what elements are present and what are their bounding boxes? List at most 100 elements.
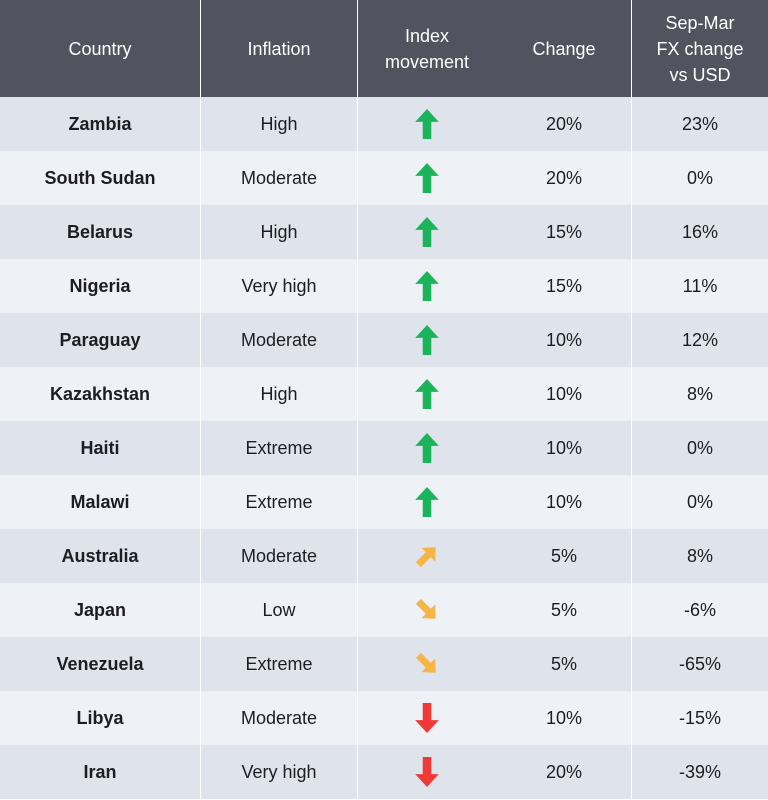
table-row: Haiti Extreme 10% 0% bbox=[0, 421, 768, 475]
cell-inflation: Moderate bbox=[240, 167, 318, 188]
column-divider bbox=[200, 0, 201, 800]
cell-fx-change: 0% bbox=[686, 167, 713, 188]
cell-index-movement bbox=[358, 637, 496, 691]
cell-index-movement bbox=[358, 475, 496, 529]
arrow-down-icon bbox=[415, 703, 439, 733]
cell-index-movement bbox=[358, 151, 496, 205]
arrow-up-icon bbox=[415, 433, 439, 463]
cell-change: 15% bbox=[545, 275, 583, 296]
cell-index-movement bbox=[358, 97, 496, 151]
cell-country: South Sudan bbox=[44, 167, 156, 188]
cell-fx-change: -39% bbox=[678, 761, 722, 782]
cell-fx-change: 12% bbox=[681, 329, 719, 350]
cell-fx-change: 23% bbox=[681, 113, 719, 134]
arrow-down-right-icon bbox=[415, 598, 436, 619]
table-row: Libya Moderate 10% -15% bbox=[0, 691, 768, 745]
cell-country: Japan bbox=[73, 599, 127, 620]
cell-change: 10% bbox=[545, 707, 583, 728]
cell-change: 10% bbox=[545, 437, 583, 458]
cell-change: 10% bbox=[545, 383, 583, 404]
cell-fx-change: 8% bbox=[686, 545, 713, 566]
cell-country: Kazakhstan bbox=[49, 383, 151, 404]
cell-index-movement bbox=[358, 421, 496, 475]
cell-change: 10% bbox=[545, 491, 583, 512]
cell-fx-change: 0% bbox=[686, 437, 713, 458]
cell-index-movement bbox=[358, 367, 496, 421]
table-row: Paraguay Moderate 10% 12% bbox=[0, 313, 768, 367]
arrow-up-icon bbox=[415, 325, 439, 355]
table-row: Australia Moderate 5% 8% bbox=[0, 529, 768, 583]
table-row: Nigeria Very high 15% 11% bbox=[0, 259, 768, 313]
cell-fx-change: 0% bbox=[686, 491, 713, 512]
header-index-movement: Index movement bbox=[384, 25, 470, 72]
cell-inflation: Extreme bbox=[245, 491, 313, 512]
table-row: Malawi Extreme 10% 0% bbox=[0, 475, 768, 529]
cell-change: 5% bbox=[550, 545, 577, 566]
cell-change: 20% bbox=[545, 167, 583, 188]
arrow-up-icon bbox=[415, 109, 439, 139]
arrow-down-icon bbox=[415, 757, 439, 787]
cell-index-movement bbox=[358, 529, 496, 583]
cell-inflation: High bbox=[260, 113, 298, 134]
table-row: South Sudan Moderate 20% 0% bbox=[0, 151, 768, 205]
cell-country: Belarus bbox=[66, 221, 134, 242]
cell-inflation: Very high bbox=[241, 275, 317, 296]
cell-change: 10% bbox=[545, 329, 583, 350]
cell-country: Venezuela bbox=[56, 653, 144, 674]
cell-country: Libya bbox=[76, 707, 124, 728]
cell-country: Paraguay bbox=[59, 329, 141, 350]
cell-inflation: Moderate bbox=[240, 707, 318, 728]
cell-inflation: Low bbox=[262, 599, 296, 620]
arrow-up-icon bbox=[415, 271, 439, 301]
cell-fx-change: -15% bbox=[678, 707, 722, 728]
column-divider bbox=[631, 0, 632, 800]
cell-inflation: Moderate bbox=[240, 545, 318, 566]
arrow-up-icon bbox=[415, 163, 439, 193]
cell-country: Zambia bbox=[68, 113, 132, 134]
cell-index-movement bbox=[358, 259, 496, 313]
cell-fx-change: 11% bbox=[682, 275, 718, 296]
cell-fx-change: 8% bbox=[686, 383, 713, 404]
cell-index-movement bbox=[358, 745, 496, 799]
cell-inflation: Extreme bbox=[245, 437, 313, 458]
cell-change: 20% bbox=[545, 113, 583, 134]
cell-country: Iran bbox=[83, 761, 117, 782]
cell-index-movement bbox=[358, 205, 496, 259]
arrow-up-icon bbox=[415, 379, 439, 409]
cell-fx-change: -65% bbox=[678, 653, 722, 674]
cell-country: Malawi bbox=[70, 491, 130, 512]
cell-index-movement bbox=[358, 691, 496, 745]
cell-change: 20% bbox=[545, 761, 583, 782]
cell-inflation: High bbox=[260, 383, 298, 404]
arrow-up-right-icon bbox=[415, 547, 436, 568]
table-row: Belarus High 15% 16% bbox=[0, 205, 768, 259]
header-inflation: Inflation bbox=[247, 38, 311, 59]
cell-inflation: High bbox=[260, 221, 298, 242]
table-row: Iran Very high 20% -39% bbox=[0, 745, 768, 799]
arrow-up-icon bbox=[415, 487, 439, 517]
cell-change: 5% bbox=[550, 653, 577, 674]
arrow-up-icon bbox=[415, 217, 439, 247]
cell-index-movement bbox=[358, 583, 496, 637]
cell-country: Nigeria bbox=[69, 275, 131, 296]
header-change: Change bbox=[532, 38, 596, 59]
cell-fx-change: -6% bbox=[683, 599, 716, 620]
column-divider bbox=[357, 0, 358, 800]
cell-inflation: Extreme bbox=[245, 653, 313, 674]
header-country: Country bbox=[68, 38, 132, 59]
arrow-down-right-icon bbox=[415, 652, 436, 673]
cell-index-movement bbox=[358, 313, 496, 367]
table-header: Country Inflation Index movement Change … bbox=[0, 0, 768, 97]
table-row: Japan Low 5% -6% bbox=[0, 583, 768, 637]
cell-inflation: Moderate bbox=[240, 329, 318, 350]
cell-fx-change: 16% bbox=[681, 221, 719, 242]
cell-change: 5% bbox=[550, 599, 577, 620]
cell-inflation: Very high bbox=[241, 761, 317, 782]
table-row: Kazakhstan High 10% 8% bbox=[0, 367, 768, 421]
header-fx-change: Sep-Mar FX change vs USD bbox=[656, 12, 744, 85]
cell-change: 15% bbox=[545, 221, 583, 242]
cell-country: Haiti bbox=[80, 437, 120, 458]
cell-country: Australia bbox=[61, 545, 139, 566]
table-row: Zambia High 20% 23% bbox=[0, 97, 768, 151]
